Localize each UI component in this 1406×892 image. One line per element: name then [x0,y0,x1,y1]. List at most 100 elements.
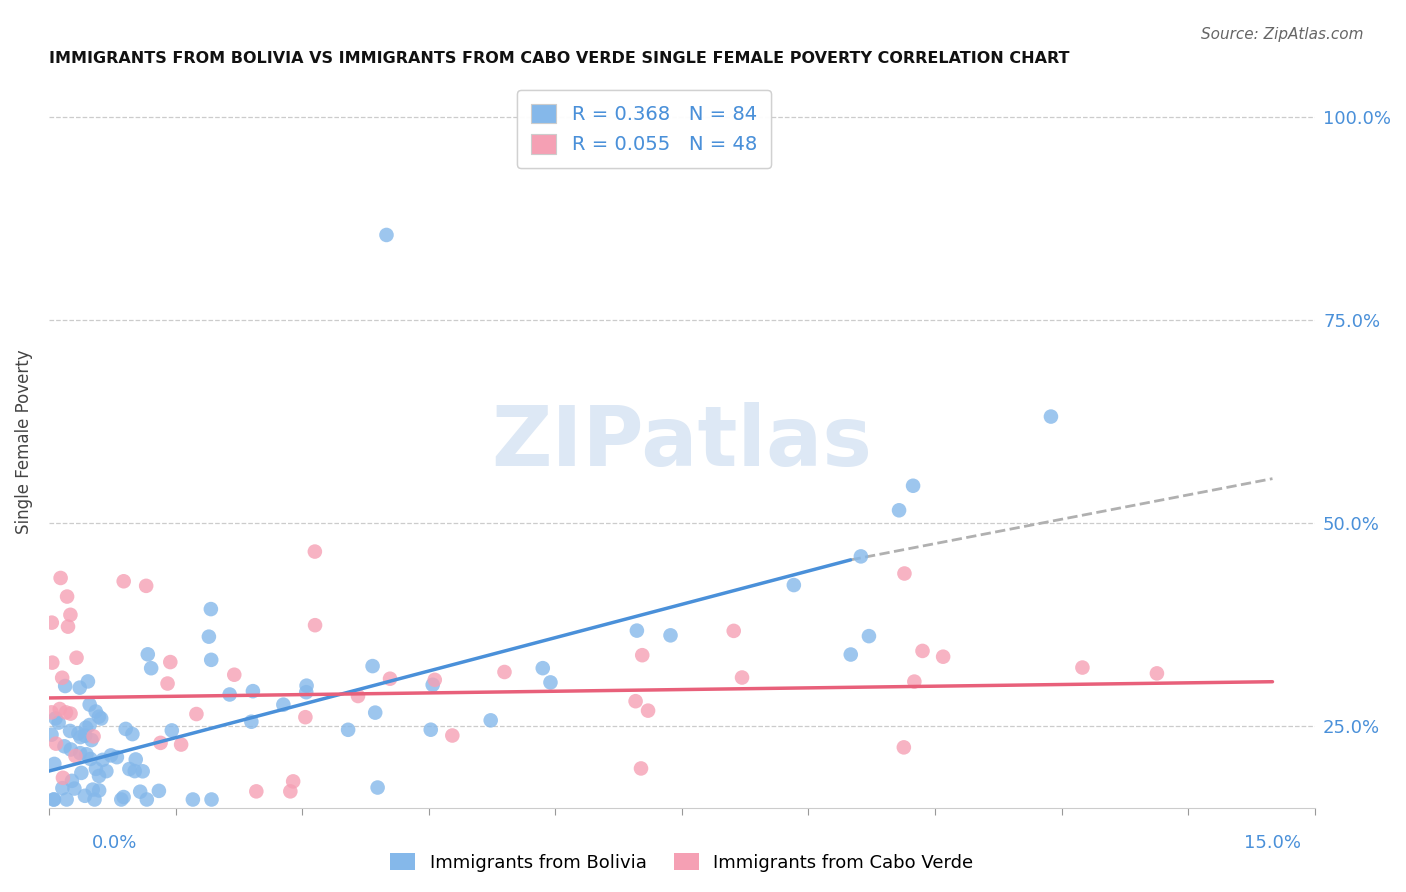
Point [422,678,444,692]
Point [49,702,72,716]
Point [44,756,66,771]
Point [77,674,100,689]
Point [121,727,143,741]
Point [149,736,172,750]
Point [295,685,318,699]
Point [56,620,79,634]
Point [52,771,75,785]
Point [893,740,915,755]
Point [135,792,157,806]
Point [114,722,136,736]
Point [136,648,159,662]
Point [224,667,246,681]
Point [337,723,360,737]
Point [79,752,101,766]
Point [124,764,146,778]
Point [129,785,152,799]
Point [53,739,76,754]
Point [240,714,263,729]
Point [41,615,63,630]
Point [59,742,82,756]
Point [131,764,153,779]
Point [96,764,118,779]
Point [118,762,141,776]
Point [65,749,87,764]
Point [87,709,110,723]
Point [53,679,76,693]
Point [631,648,654,663]
Point [100,748,122,763]
Point [105,750,128,764]
Point [110,792,132,806]
Point [42,792,65,806]
Point [70,765,93,780]
Text: IMMIGRANTS FROM BOLIVIA VS IMMIGRANTS FROM CABO VERDE SINGLE FEMALE POVERTY CORR: IMMIGRANTS FROM BOLIVIA VS IMMIGRANTS FR… [49,51,1070,66]
Point [839,648,862,662]
Point [200,602,222,616]
Point [283,774,305,789]
Point [245,784,267,798]
Point [69,730,91,744]
Point [63,781,86,796]
Point [76,747,98,762]
Point [56,590,79,604]
Point [79,718,101,732]
Point [479,714,502,728]
Y-axis label: Single Female Poverty: Single Female Poverty [15,350,32,534]
Point [375,227,398,242]
Point [218,688,240,702]
Point [44,711,66,725]
Point [69,681,91,695]
Point [148,784,170,798]
Point [361,659,384,673]
Point [887,503,910,517]
Point [75,721,97,735]
Point [159,655,181,669]
Point [125,752,148,766]
Point [84,705,107,719]
Point [49,571,72,585]
Point [84,762,107,776]
Point [626,624,648,638]
Point [1039,409,1062,424]
Point [637,704,659,718]
Point [170,738,193,752]
Point [42,792,65,806]
Point [59,723,82,738]
Point [911,644,934,658]
Point [75,729,97,743]
Text: ZIPatlas: ZIPatlas [491,401,872,483]
Point [849,549,872,564]
Point [200,792,222,806]
Point [156,676,179,690]
Point [1146,666,1168,681]
Point [531,661,554,675]
Point [60,773,83,788]
Point [55,792,77,806]
Point [181,792,204,806]
Point [69,746,91,760]
Point [79,698,101,712]
Point [112,574,135,589]
Point [80,733,103,747]
Point [41,706,63,720]
Point [186,706,208,721]
Point [242,684,264,698]
Point [83,792,105,806]
Point [731,671,754,685]
Point [659,628,682,642]
Point [419,723,441,737]
Point [59,607,82,622]
Point [901,479,924,493]
Point [55,706,77,720]
Point [364,706,387,720]
Text: 0.0%: 0.0% [91,834,136,852]
Point [87,769,110,783]
Point [932,649,955,664]
Text: 15.0%: 15.0% [1243,834,1301,852]
Point [135,579,157,593]
Point [294,710,316,724]
Point [893,566,915,581]
Point [83,730,105,744]
Point [378,672,401,686]
